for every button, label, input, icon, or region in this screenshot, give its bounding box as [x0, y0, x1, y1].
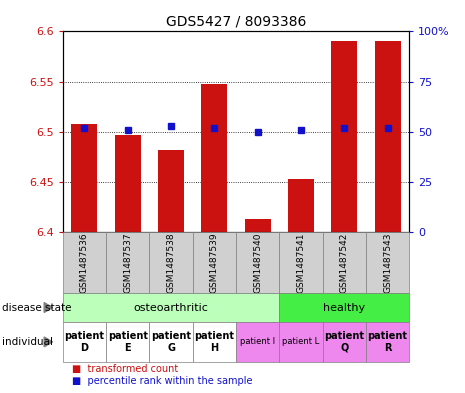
Bar: [323, 322, 366, 362]
Bar: [106, 322, 149, 362]
Text: GSM1487541: GSM1487541: [297, 232, 306, 292]
Bar: [158, 150, 184, 232]
Text: GSM1487542: GSM1487542: [340, 232, 349, 292]
Text: GSM1487538: GSM1487538: [166, 232, 175, 293]
Bar: [72, 124, 98, 232]
Text: patient
Q: patient Q: [324, 331, 364, 353]
Bar: [236, 322, 279, 362]
Text: disease state: disease state: [2, 303, 72, 312]
Text: GSM1487540: GSM1487540: [253, 232, 262, 292]
Text: individual: individual: [2, 337, 53, 347]
Bar: [149, 232, 193, 293]
Bar: [279, 293, 409, 322]
Bar: [193, 322, 236, 362]
Text: healthy: healthy: [323, 303, 365, 312]
Bar: [63, 322, 106, 362]
Bar: [279, 232, 323, 293]
Bar: [331, 41, 357, 232]
Bar: [288, 179, 314, 232]
Text: ■  transformed count: ■ transformed count: [72, 364, 178, 375]
Text: patient
D: patient D: [65, 331, 105, 353]
Text: patient L: patient L: [282, 338, 319, 346]
Bar: [236, 232, 279, 293]
Bar: [193, 232, 236, 293]
Text: patient
G: patient G: [151, 331, 191, 353]
Bar: [149, 322, 193, 362]
Bar: [106, 232, 149, 293]
Text: ■  percentile rank within the sample: ■ percentile rank within the sample: [72, 376, 252, 386]
Bar: [279, 322, 323, 362]
Text: patient
H: patient H: [194, 331, 234, 353]
Bar: [374, 41, 400, 232]
Bar: [201, 84, 227, 232]
Text: GSM1487543: GSM1487543: [383, 232, 392, 292]
Bar: [323, 232, 366, 293]
Text: patient
R: patient R: [367, 331, 407, 353]
Bar: [366, 322, 409, 362]
Text: GSM1487537: GSM1487537: [123, 232, 132, 293]
Text: GSM1487539: GSM1487539: [210, 232, 219, 293]
Bar: [245, 219, 271, 232]
Bar: [115, 135, 141, 232]
Bar: [63, 293, 279, 322]
Text: patient
E: patient E: [108, 331, 148, 353]
Text: GSM1487536: GSM1487536: [80, 232, 89, 293]
Text: patient I: patient I: [240, 338, 275, 346]
Text: osteoarthritic: osteoarthritic: [133, 303, 208, 312]
Bar: [63, 232, 106, 293]
Bar: [366, 232, 409, 293]
Title: GDS5427 / 8093386: GDS5427 / 8093386: [166, 15, 306, 29]
